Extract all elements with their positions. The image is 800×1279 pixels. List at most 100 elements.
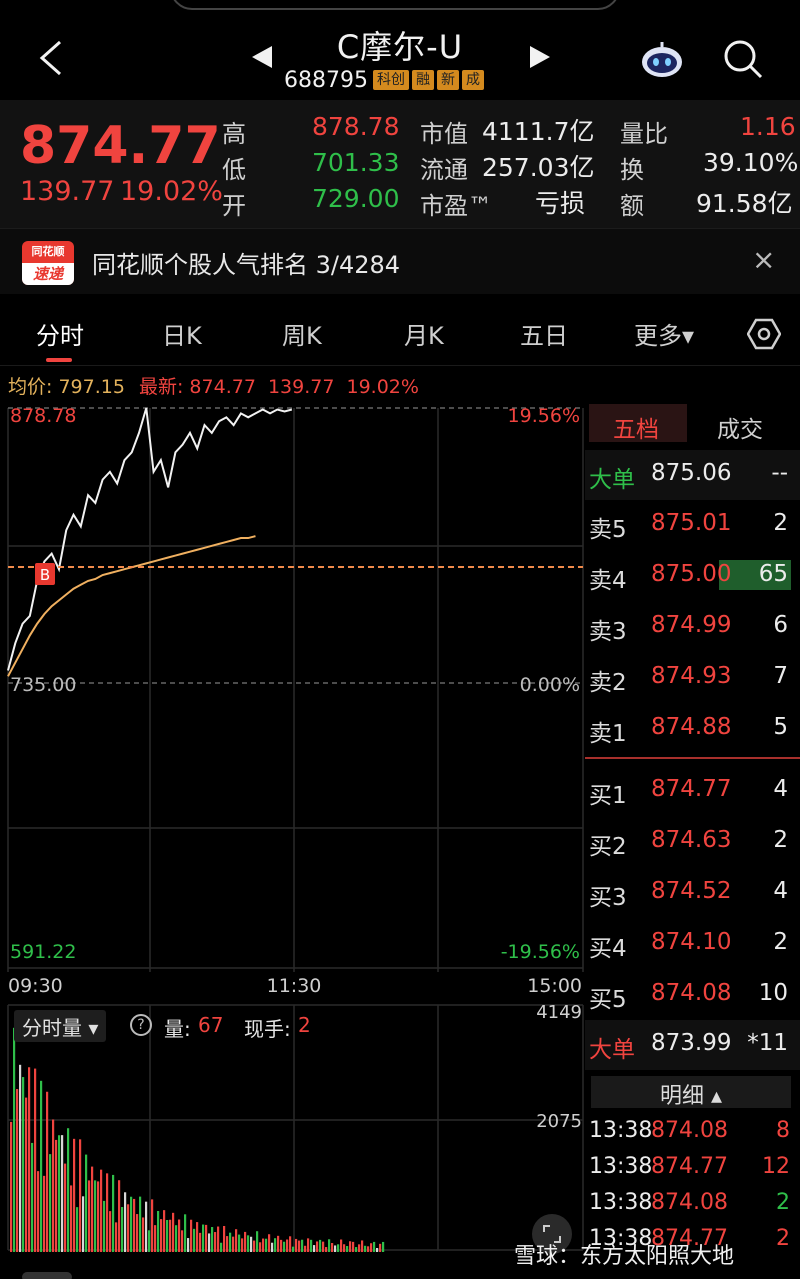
ask-row[interactable]: 卖2 874.93 7 bbox=[589, 663, 788, 696]
volume-bar bbox=[307, 1238, 310, 1252]
hand-label: 现手: bbox=[244, 1017, 291, 1041]
intraday-chart[interactable]: B 878.78 735.00 591.22 19.56% 0.00% -19.… bbox=[0, 398, 585, 998]
volume-bar bbox=[283, 1241, 286, 1252]
volume-bar bbox=[358, 1244, 361, 1252]
tab-daily-k[interactable]: 日K bbox=[162, 322, 202, 350]
close-icon[interactable]: × bbox=[752, 243, 776, 276]
expand-chart-button[interactable] bbox=[532, 1214, 572, 1254]
pct-mid-label: 0.00% bbox=[520, 674, 580, 696]
volume-selector[interactable]: 分时量 ▾ bbox=[14, 1010, 107, 1042]
tag-kechuang: 科创 bbox=[372, 70, 409, 90]
ask-row[interactable]: 卖3 874.99 6 bbox=[589, 612, 788, 645]
volume-bar bbox=[109, 1211, 112, 1252]
volume-bar bbox=[184, 1214, 187, 1252]
home-indicator bbox=[22, 1272, 72, 1279]
volume-bar bbox=[55, 1139, 58, 1252]
trade-row: 13:38 874.08 8 bbox=[589, 1118, 790, 1143]
vol-label: 量: bbox=[164, 1017, 191, 1041]
robot-assistant-icon[interactable] bbox=[640, 40, 684, 80]
book-separator bbox=[585, 757, 800, 759]
tab-weekly-k[interactable]: 周K bbox=[282, 322, 322, 350]
volume-bar bbox=[142, 1217, 145, 1252]
volume-bar bbox=[205, 1224, 208, 1252]
volume-highlight-bar bbox=[719, 560, 791, 590]
volume-bar bbox=[271, 1242, 274, 1252]
search-icon[interactable] bbox=[722, 38, 764, 80]
volume-bar bbox=[79, 1139, 82, 1252]
bid-row[interactable]: 买3 874.52 4 bbox=[589, 878, 788, 911]
current-price: 874.77 bbox=[20, 116, 221, 176]
volume-bar bbox=[148, 1230, 151, 1252]
buy-marker-text: B bbox=[40, 566, 50, 584]
volume-bar bbox=[340, 1239, 343, 1252]
volume-bar bbox=[202, 1224, 205, 1252]
volume-bar bbox=[232, 1236, 235, 1252]
mktcap-value: 4111.7亿 bbox=[482, 117, 595, 146]
ask-row[interactable]: 卖1 874.88 5 bbox=[589, 714, 788, 747]
volume-bar bbox=[247, 1235, 250, 1252]
tag-cheng: 成 bbox=[461, 70, 484, 90]
gear-icon[interactable] bbox=[747, 317, 781, 351]
volume-bar bbox=[82, 1196, 85, 1252]
bid-row[interactable]: 买2 874.63 2 bbox=[589, 827, 788, 860]
hand-value: 2 bbox=[298, 1013, 311, 1037]
volume-bar bbox=[31, 1142, 34, 1252]
volume-bar bbox=[52, 1119, 55, 1252]
volume-bar bbox=[259, 1242, 262, 1252]
float-value: 257.03亿 bbox=[482, 153, 595, 182]
volume-bar bbox=[343, 1244, 346, 1252]
volratio-value: 1.16 bbox=[740, 112, 796, 141]
chart-info-line: 均价: 797.15 最新: 874.77 139.77 19.02% bbox=[8, 372, 419, 399]
bid-row[interactable]: 买5 874.08 10 bbox=[589, 980, 788, 1013]
next-stock-arrow-icon[interactable] bbox=[530, 46, 550, 68]
volume-bar bbox=[322, 1241, 325, 1252]
tab-five-day[interactable]: 五日 bbox=[520, 322, 568, 350]
price-line bbox=[7, 407, 293, 671]
back-arrow-icon[interactable] bbox=[38, 40, 64, 76]
volume-bar bbox=[145, 1201, 148, 1252]
volume-bar bbox=[220, 1242, 223, 1252]
x-tick-start: 09:30 bbox=[8, 975, 63, 997]
ths-logo-icon: 同花顺 速递 bbox=[22, 241, 74, 285]
volume-bar bbox=[274, 1238, 277, 1252]
tab-five-levels[interactable]: 五档 bbox=[613, 417, 659, 443]
tab-intraday[interactable]: 分时 bbox=[36, 322, 84, 350]
volume-bar bbox=[61, 1135, 64, 1252]
volume-bar bbox=[328, 1239, 331, 1252]
buy-marker[interactable]: B bbox=[35, 563, 55, 585]
tab-trades[interactable]: 成交 bbox=[717, 417, 763, 443]
volume-bar bbox=[25, 1097, 28, 1252]
volume-bar bbox=[193, 1228, 196, 1252]
volume-bar bbox=[199, 1232, 202, 1252]
popularity-banner[interactable]: 同花顺 速递 同花顺个股人气排名 3/4284 × bbox=[0, 228, 800, 294]
volume-bar bbox=[58, 1135, 61, 1252]
bid-row[interactable]: 买1 874.77 4 bbox=[589, 776, 788, 809]
tab-more[interactable]: 更多▾ bbox=[634, 322, 695, 350]
ask-row[interactable]: 卖5 875.01 2 bbox=[589, 510, 788, 543]
help-icon[interactable]: ? bbox=[130, 1014, 152, 1036]
prev-stock-arrow-icon[interactable] bbox=[252, 46, 272, 68]
detail-toggle[interactable]: 明细 ▴ bbox=[591, 1076, 791, 1109]
volume-grid bbox=[7, 1004, 584, 1251]
tab-monthly-k[interactable]: 月K bbox=[404, 322, 444, 350]
volume-bar bbox=[34, 1068, 37, 1252]
volume-bar bbox=[217, 1226, 220, 1252]
volume-bar bbox=[301, 1239, 304, 1252]
tag-rong: 融 bbox=[411, 70, 434, 90]
volume-bar bbox=[100, 1169, 103, 1252]
ask-row[interactable]: 卖4 875.00 65 bbox=[585, 551, 800, 601]
volume-bar bbox=[154, 1225, 157, 1252]
volume-bar bbox=[160, 1219, 163, 1252]
float-label: 流通 bbox=[420, 156, 468, 184]
volume-bar bbox=[190, 1219, 193, 1252]
chart-tabs: 分时 日K 周K 月K 五日 更多▾ bbox=[0, 300, 800, 366]
high-label: 高 bbox=[222, 120, 246, 148]
bid-row[interactable]: 买4 874.10 2 bbox=[589, 929, 788, 962]
volume-bar bbox=[187, 1238, 190, 1252]
mktcap-label: 市值 bbox=[420, 120, 468, 148]
volume-bar bbox=[250, 1236, 253, 1252]
volume-bar bbox=[133, 1198, 136, 1252]
volume-bar bbox=[214, 1232, 217, 1252]
volume-bar bbox=[268, 1234, 271, 1252]
volume-chart[interactable]: 4149 2075 bbox=[0, 1000, 585, 1260]
